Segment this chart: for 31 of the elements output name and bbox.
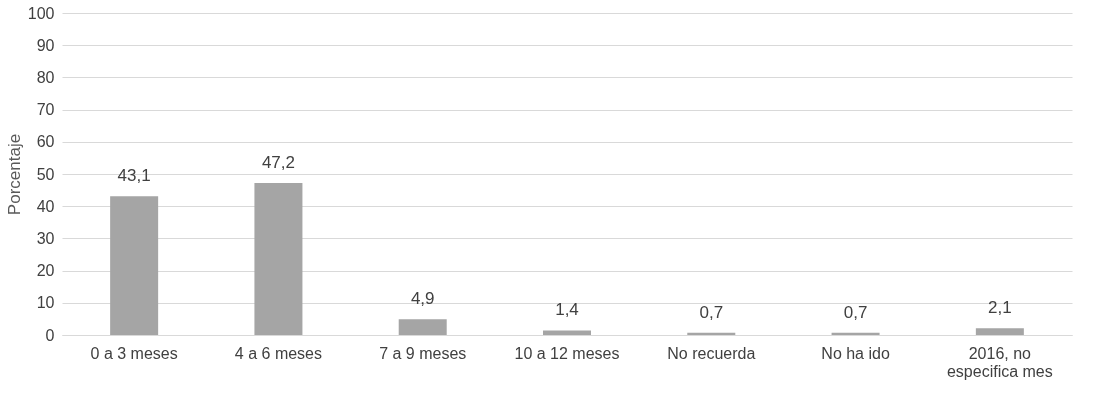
y-tick-label: 100 <box>27 4 55 22</box>
bar <box>398 319 447 335</box>
data-label: 0,7 <box>699 302 724 322</box>
y-tick-label: 60 <box>36 133 55 151</box>
data-label: 0,7 <box>843 302 868 322</box>
bar <box>110 196 159 335</box>
y-tick-label: 30 <box>36 229 55 247</box>
y-tick-label: 90 <box>36 36 55 54</box>
bar <box>254 183 303 335</box>
data-label: 1,4 <box>555 300 579 320</box>
x-tick-label: No ha ido <box>821 344 890 362</box>
data-label: 47,2 <box>261 153 295 173</box>
x-tick-label: 4 a 6 meses <box>234 344 323 362</box>
y-tick-label: 10 <box>36 294 55 312</box>
y-tick-label: 70 <box>36 101 55 119</box>
x-tick-label: 7 a 9 meses <box>379 344 467 362</box>
data-label: 4,9 <box>410 289 435 309</box>
y-axis-title: Porcentaje <box>4 133 24 216</box>
x-tick-label: 10 a 12 meses <box>514 344 620 362</box>
bar <box>975 328 1024 335</box>
bar <box>543 330 591 335</box>
x-tick-label: No recuerda <box>667 344 756 362</box>
y-tick-label: 40 <box>36 197 55 215</box>
data-label: 2,1 <box>988 298 1012 318</box>
data-label: 43,1 <box>117 166 151 186</box>
y-tick-label: 50 <box>36 165 55 183</box>
x-tick-label: 2016, no especifica mes <box>946 344 1053 380</box>
y-tick-label: 20 <box>36 262 55 280</box>
x-tick-label: 0 a 3 meses <box>90 344 178 362</box>
y-tick-label: 80 <box>36 68 55 86</box>
y-tick-label: 0 <box>45 326 55 344</box>
